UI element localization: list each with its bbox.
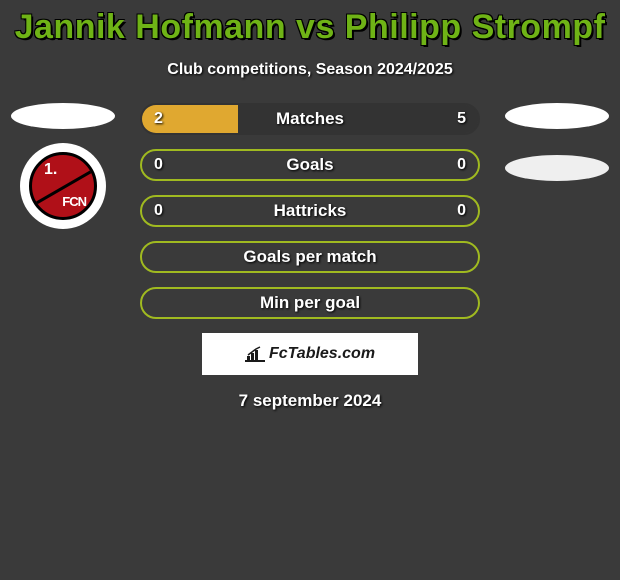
left-player-badge <box>11 103 115 129</box>
club-logo-left: 1. FCN <box>20 143 106 229</box>
stat-value-right: 0 <box>457 202 466 220</box>
stat-label: Min per goal <box>142 293 478 313</box>
left-player-col: 1. FCN <box>8 103 118 229</box>
right-club-badge <box>505 155 609 181</box>
stat-label: Goals per match <box>142 247 478 267</box>
subtitle: Club competitions, Season 2024/2025 <box>0 61 620 79</box>
stat-row: Goals per match <box>140 241 480 273</box>
chart-icon <box>245 346 265 362</box>
comparison-content: 1. FCN 2Matches50Goals00Hattricks0Goals … <box>0 103 620 319</box>
club-logo-text-bottom: FCN <box>62 194 86 209</box>
stat-label: Hattricks <box>142 201 478 221</box>
stat-row: Min per goal <box>140 287 480 319</box>
club-logo-text-top: 1. <box>44 161 57 179</box>
stat-row: 0Goals0 <box>140 149 480 181</box>
attribution-text: FcTables.com <box>269 345 375 363</box>
stat-row: 2Matches5 <box>140 103 480 135</box>
stat-label: Matches <box>142 109 478 129</box>
stat-row: 0Hattricks0 <box>140 195 480 227</box>
right-player-col <box>502 103 612 181</box>
club-logo-inner: 1. FCN <box>29 152 97 220</box>
stat-label: Goals <box>142 155 478 175</box>
right-player-badge <box>505 103 609 129</box>
page-title: Jannik Hofmann vs Philipp Strompf <box>0 0 620 47</box>
stat-value-right: 5 <box>457 110 466 128</box>
attribution-box: FcTables.com <box>202 333 418 375</box>
stat-bars: 2Matches50Goals00Hattricks0Goals per mat… <box>140 103 480 319</box>
stat-value-right: 0 <box>457 156 466 174</box>
date-text: 7 september 2024 <box>0 391 620 411</box>
